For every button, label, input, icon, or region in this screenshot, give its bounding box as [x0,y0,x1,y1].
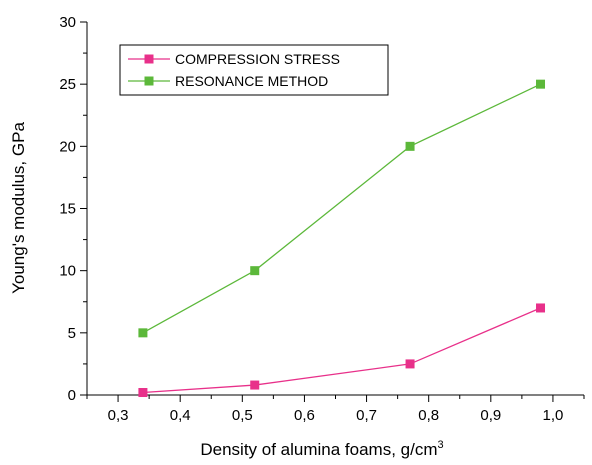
legend-box [119,44,389,96]
series-0 [138,303,546,398]
series-line [142,307,541,394]
y-tick-label: 10 [59,263,76,280]
data-point [536,303,546,313]
x-tick-label: 0,3 [108,407,129,424]
axes: 0 5 10 15 20 25 30 0,3 0,4 0,5 0,6 0,7 0,8 0,9 1,0 [59,14,585,424]
x-tick-label: 0,6 [294,407,315,424]
x-tick-label: 0,5 [232,407,253,424]
data-point [138,328,148,338]
x-tick-label: 0,8 [418,407,439,424]
series-line [142,83,541,334]
y-tick-label: 20 [59,138,76,155]
data-point [405,141,415,151]
legend-label: RESONANCE METHOD [175,73,328,89]
legend-label: COMPRESSION STRESS [175,51,340,67]
legend-marker [144,54,154,64]
legend: COMPRESSION STRESS RESONANCE METHOD [119,44,389,96]
x-axis-title: Density of alumina foams, g/cm3 [200,439,443,459]
series-layer [138,79,546,398]
data-point [405,359,415,369]
y-tick-label: 30 [59,14,76,31]
series-1 [138,79,546,338]
x-tick-label: 1,0 [543,407,564,424]
x-tick-label: 0,4 [170,407,191,424]
y-axis-title: Young's modulus, GPa [9,122,28,294]
y-tick-label: 0 [68,387,76,404]
x-tick-label: 0,7 [356,407,377,424]
y-tick-label: 5 [68,325,76,342]
data-point [250,266,260,276]
x-tick-label: 0,9 [480,407,501,424]
y-tick-label: 15 [59,201,76,218]
data-point [138,388,148,398]
data-point [250,380,260,390]
x-axis-title-text: Density of alumina foams, g/cm [200,440,437,459]
y-tick-label: 25 [59,76,76,93]
data-point [536,79,546,89]
legend-marker [144,76,154,86]
x-axis-title-superscript: 3 [438,439,444,451]
